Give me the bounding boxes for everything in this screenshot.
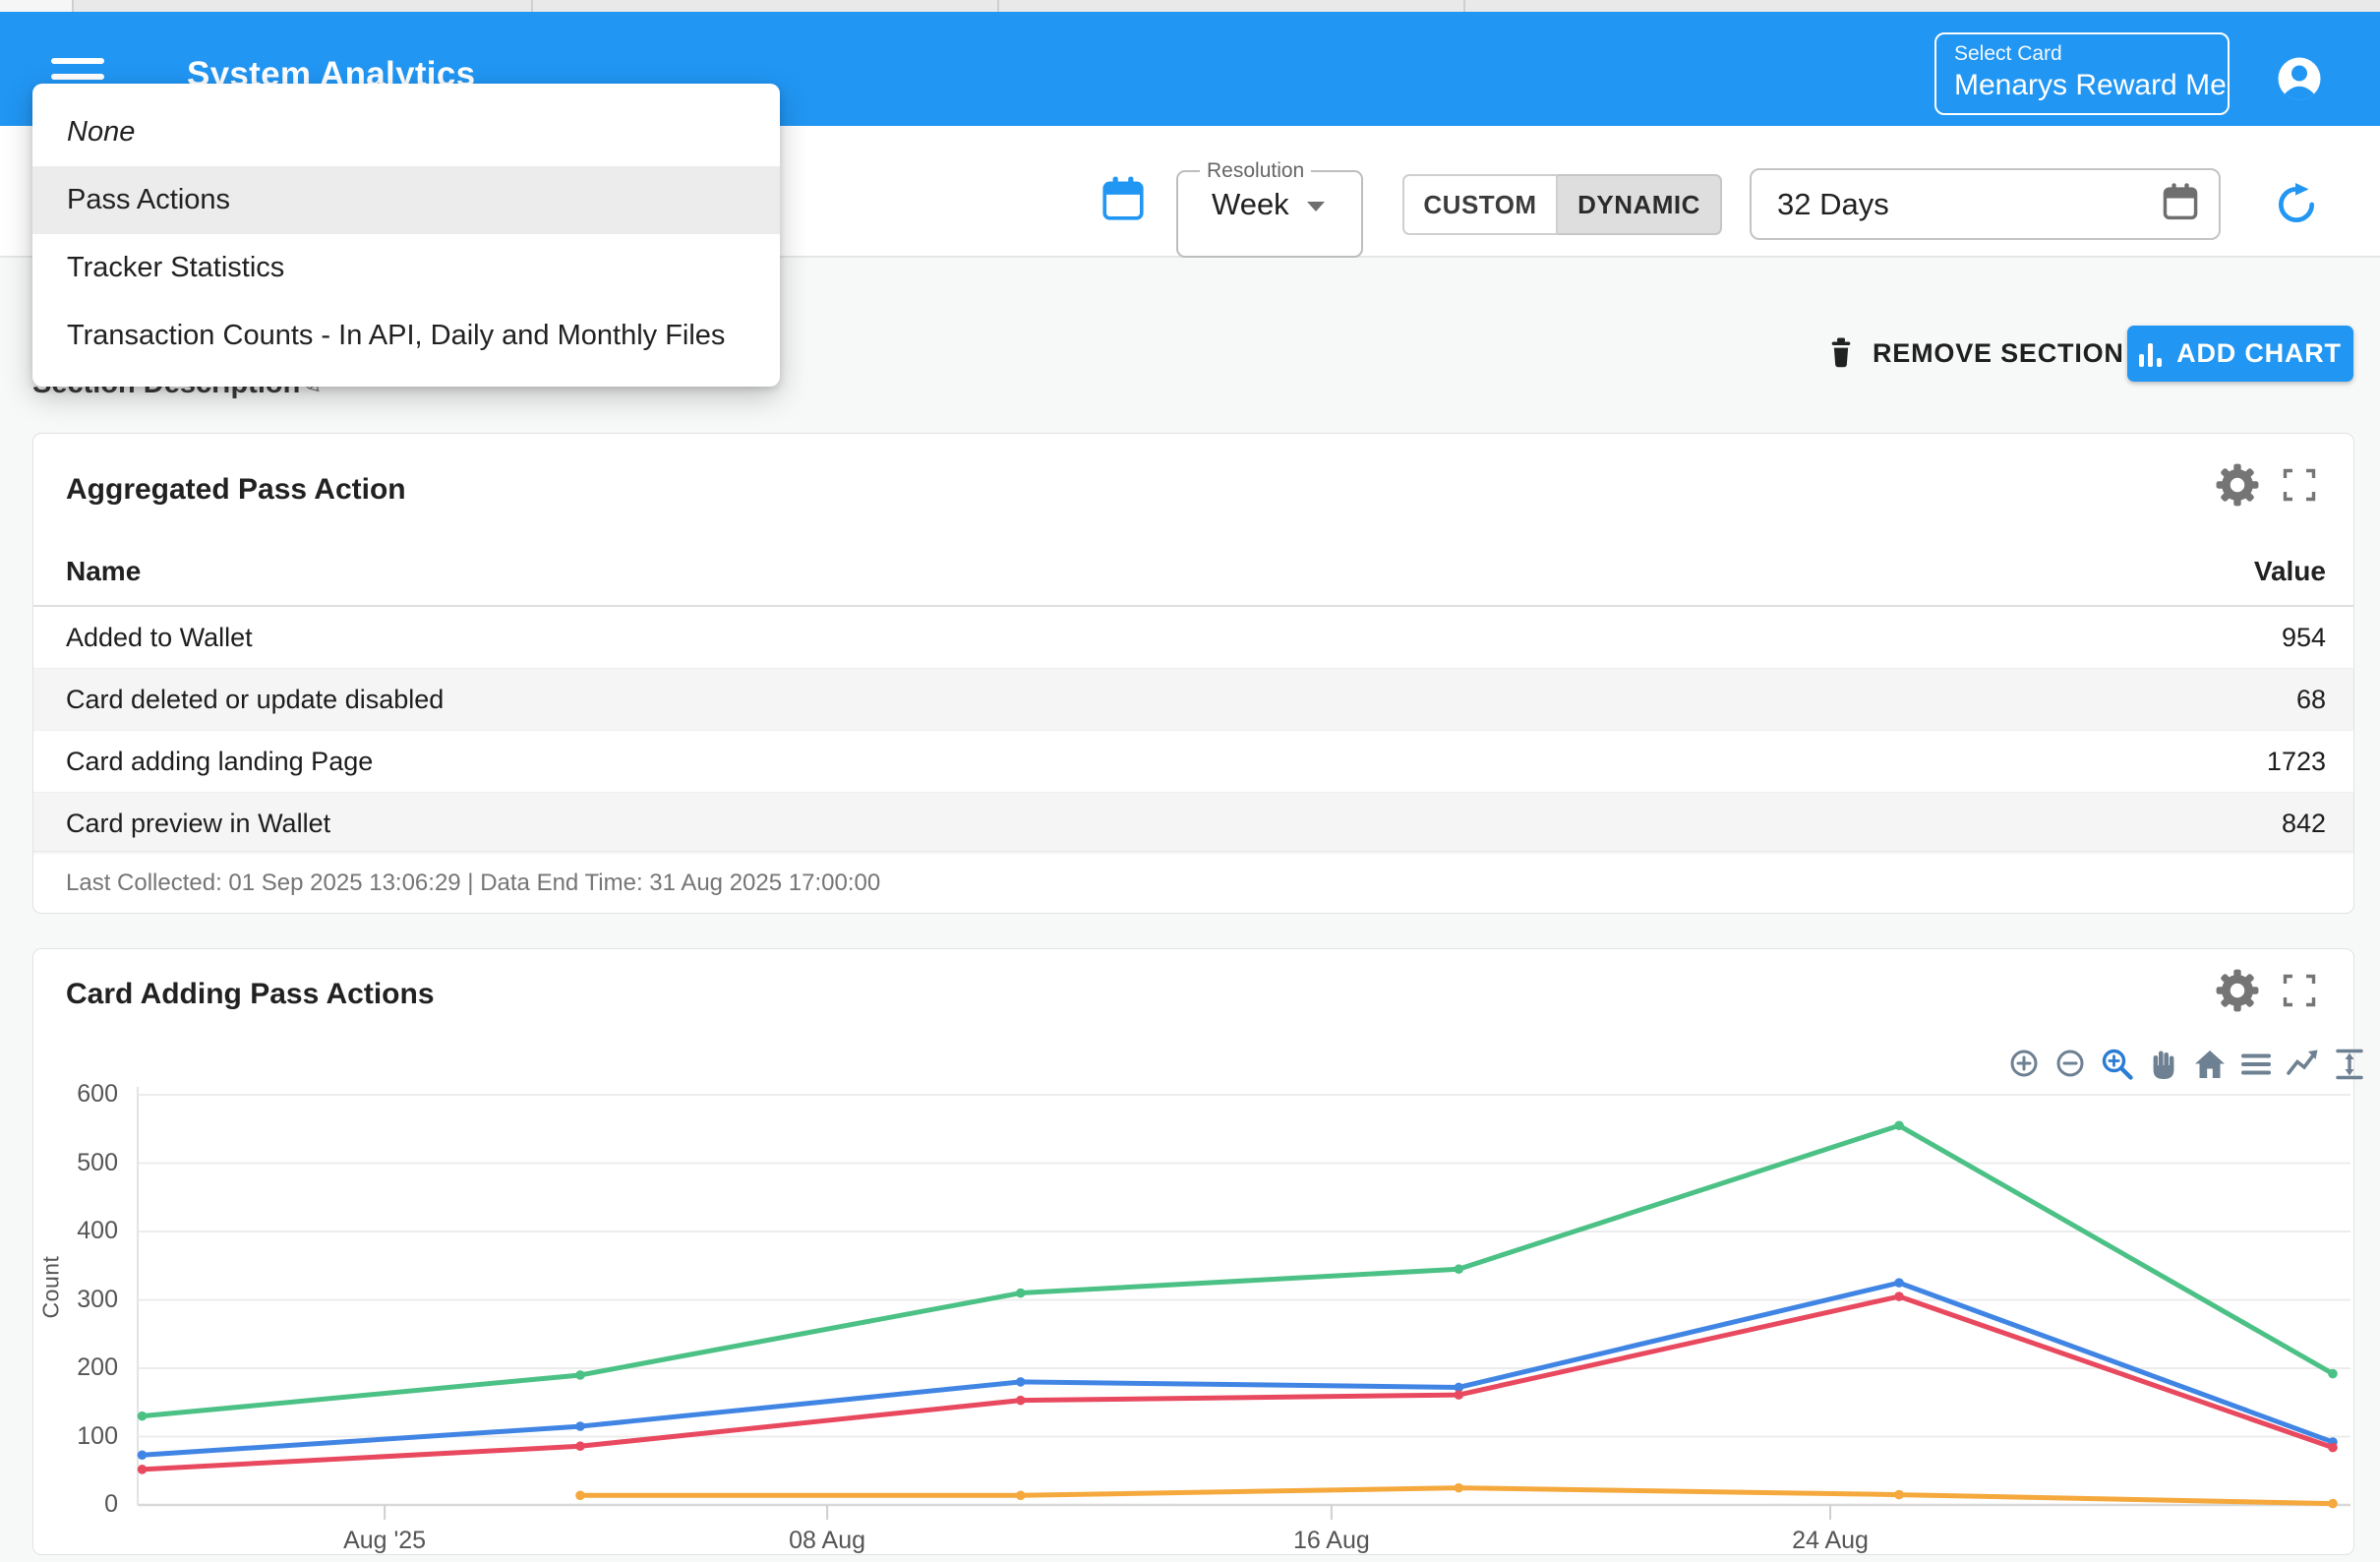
table-row-card-deleted-or-update-disabled: Card deleted or update disabled 68 — [33, 668, 2353, 730]
column-name: Name — [66, 555, 142, 586]
x-axis-tick-label: Aug '25 — [343, 1527, 427, 1554]
row-value: 1723 — [2266, 746, 2326, 776]
remove-section-button[interactable]: REMOVE SECTION — [1819, 326, 2130, 381]
days-range-value: 32 Days — [1777, 186, 1889, 221]
row-name: Card adding landing Page — [66, 746, 374, 776]
fullscreen-button[interactable] — [2281, 466, 2318, 507]
chart-type-dropdown-menu: None Pass Actions Tracker Statistics Transa… — [32, 84, 780, 387]
y-axis-tick-label: 200 — [77, 1353, 118, 1381]
zoom-out-button[interactable] — [2053, 1043, 2090, 1086]
account-icon — [2278, 57, 2321, 100]
bar-chart-icon — [2139, 341, 2163, 367]
table-row-added-to-wallet: Added to Wallet 954 — [33, 607, 2353, 668]
y-axis-tick-label: 400 — [77, 1217, 118, 1244]
gear-icon — [2216, 969, 2259, 1012]
settings-button[interactable] — [2216, 463, 2259, 510]
menu-lines-icon — [2241, 1053, 2271, 1075]
line-style-button[interactable] — [2284, 1043, 2321, 1086]
y-range-button[interactable] — [2330, 1043, 2367, 1086]
selection-zoom-button[interactable] — [2099, 1043, 2136, 1086]
card-title: Aggregated Pass Action — [66, 473, 406, 506]
zoom-in-button[interactable] — [2006, 1043, 2044, 1086]
y-axis-tick-label: 600 — [77, 1080, 118, 1108]
row-value: 842 — [2281, 808, 2326, 838]
fullscreen-icon — [2283, 468, 2316, 502]
tab-divider — [1463, 0, 1465, 12]
days-range-input[interactable]: 32 Days — [1750, 168, 2221, 240]
x-axis-tick-label: 24 Aug — [1792, 1527, 1869, 1554]
row-name: Added to Wallet — [66, 622, 253, 652]
card-title: Card Adding Pass Actions — [66, 978, 435, 1010]
home-icon — [2195, 1051, 2225, 1078]
chart-zoom-toolbar — [2006, 1043, 2367, 1086]
browser-tab-segment — [0, 0, 72, 12]
trend-line-icon — [2287, 1050, 2318, 1075]
gear-icon — [2216, 463, 2259, 507]
card-adding-pass-actions-card: Card Adding Pass Actions — [32, 948, 2354, 1555]
y-axis-tick-label: 100 — [77, 1421, 118, 1450]
row-name: Card deleted or update disabled — [66, 684, 445, 714]
select-card-dropdown[interactable]: Select Card Menarys Reward Me — [1934, 32, 2230, 115]
reset-home-button[interactable] — [2191, 1043, 2229, 1086]
range-mode-toggle: CUSTOM DYNAMIC — [1402, 174, 1722, 235]
table-row-card-adding-landing-page: Card adding landing Page 1723 — [33, 730, 2353, 792]
column-value: Value — [2253, 555, 2326, 586]
select-card-label: Select Card — [1954, 42, 2062, 65]
calendar-icon — [1102, 176, 1144, 220]
add-chart-label: ADD CHART — [2176, 338, 2342, 368]
tab-divider — [72, 0, 74, 12]
settings-button[interactable] — [2216, 969, 2259, 1015]
table-footer: Last Collected: 01 Sep 2025 13:06:29 | D… — [33, 851, 2353, 914]
account-avatar[interactable] — [2278, 57, 2321, 100]
tab-divider — [997, 0, 999, 12]
x-axis-tick-label: 08 Aug — [789, 1527, 866, 1554]
browser-chrome-strip — [0, 0, 2380, 12]
date-calendar-button[interactable] — [1101, 175, 1146, 222]
x-axis-tick-label: 16 Aug — [1292, 1527, 1370, 1554]
y-axis-tick-label: 500 — [77, 1148, 118, 1176]
vertical-range-icon — [2336, 1049, 2363, 1080]
chart-menu-button[interactable] — [2237, 1043, 2275, 1086]
zoom-in-icon — [2010, 1050, 2038, 1077]
calendar-icon[interactable] — [2162, 182, 2199, 226]
menu-item-pass-actions[interactable]: Pass Actions — [32, 166, 780, 234]
y-axis-tick-label: 300 — [77, 1285, 118, 1313]
remove-section-label: REMOVE SECTION — [1873, 337, 2124, 368]
menu-item-none[interactable]: None — [67, 116, 136, 148]
selection-zoom-icon — [2102, 1049, 2133, 1080]
menu-item-tracker-statistics[interactable]: Tracker Statistics — [67, 252, 285, 283]
fullscreen-icon — [2283, 974, 2316, 1007]
table-header-row: Name Value — [33, 537, 2353, 607]
row-value: 68 — [2295, 684, 2326, 714]
resolution-value: Week — [1212, 186, 1289, 221]
menu-item-transaction-counts-in-api-daily-and-mont[interactable]: Transaction Counts - In API, Daily and M… — [67, 320, 726, 351]
aggregated-pass-action-card: Aggregated Pass Action Name Value Added … — [32, 433, 2354, 914]
zoom-out-icon — [2056, 1050, 2084, 1077]
chevron-down-icon — [1306, 201, 1325, 211]
row-value: 954 — [2281, 622, 2326, 652]
refresh-button[interactable] — [2274, 182, 2319, 227]
trash-icon — [1831, 337, 1851, 368]
table-row-card-preview-in-wallet: Card preview in Wallet 842 — [33, 792, 2353, 854]
tab-divider — [531, 0, 533, 12]
y-axis-tick-label: 0 — [104, 1490, 118, 1518]
table-body: Added to Wallet 954 Card deleted or update… — [33, 607, 2353, 854]
collection-status-text: Last Collected: 01 Sep 2025 13:06:29 | D… — [66, 869, 881, 896]
pan-hand-icon — [2153, 1051, 2174, 1079]
refresh-icon — [2279, 183, 2315, 222]
fullscreen-button[interactable] — [2281, 972, 2318, 1012]
add-chart-button[interactable]: ADD CHART — [2127, 326, 2353, 382]
pan-button[interactable] — [2145, 1043, 2182, 1086]
custom-toggle-button[interactable]: CUSTOM — [1402, 174, 1558, 235]
resolution-label: Resolution — [1207, 159, 1305, 182]
dynamic-toggle-button[interactable]: DYNAMIC — [1558, 174, 1722, 235]
select-card-value: Menarys Reward Me — [1954, 69, 2227, 101]
row-name: Card preview in Wallet — [66, 808, 331, 838]
resolution-select[interactable]: Resolution Week — [1176, 159, 1363, 258]
